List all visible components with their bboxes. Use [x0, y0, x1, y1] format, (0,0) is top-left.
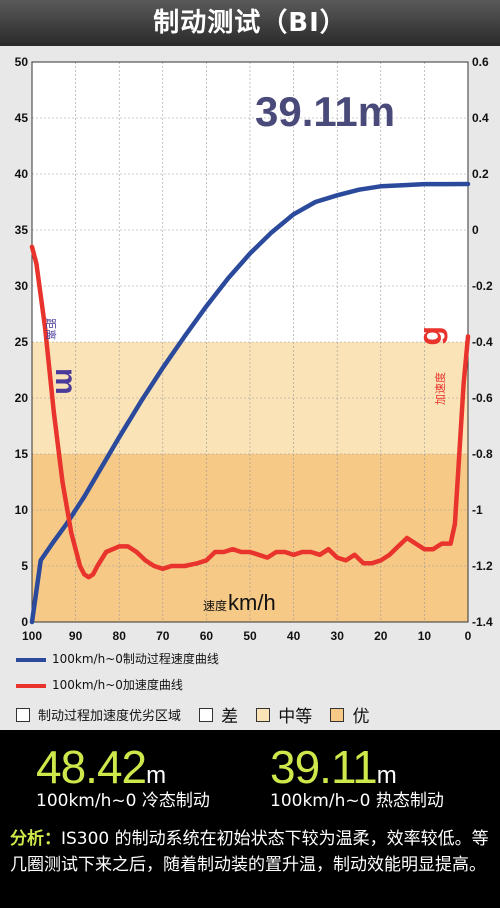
x-unit: km/h — [228, 590, 276, 615]
x-tick: 0 — [465, 629, 472, 643]
y-right-tick: 0 — [472, 223, 479, 237]
x-tick: 10 — [418, 629, 432, 643]
analysis-text: 分析：IS300 的制动系统在初始状态下较为温柔，效率较低。等几圈测试下来之后，… — [0, 822, 500, 908]
y-right-tick: -0.2 — [472, 279, 493, 293]
legend-swatch-red — [16, 683, 46, 688]
x-unit-label: 速度 — [203, 598, 227, 613]
hot-brake-value: 39.11m — [270, 741, 397, 793]
y-left-label: 距离 — [44, 318, 58, 340]
y-left-tick: 15 — [15, 447, 29, 461]
x-tick: 20 — [374, 629, 388, 643]
y-right-unit: g — [412, 326, 448, 346]
speed-distance-curve — [29, 181, 471, 625]
y-left-tick: 30 — [15, 279, 29, 293]
legend-accel-curve: 100km/h~0加速度曲线 — [16, 676, 183, 693]
y-right-tick: -0.4 — [472, 335, 493, 349]
cold-brake-value: 48.42m — [36, 741, 166, 793]
y-left-tick: 35 — [15, 223, 29, 237]
zone-bad-box — [199, 707, 214, 722]
results-section: 48.42m 100km/h~0 冷态制动 39.11m 100km/h~0 热… — [0, 730, 500, 822]
y-left-tick: 0 — [21, 615, 28, 629]
x-tick: 40 — [287, 629, 301, 643]
legend-speed-curve: 100km/h~0制动过程速度曲线 — [16, 650, 219, 667]
distance-annotation: 39.11m — [255, 88, 395, 135]
page-title: 制动测试（BI） — [0, 0, 500, 46]
y-right-tick: -1 — [472, 503, 483, 517]
y-right-tick: -0.8 — [472, 447, 493, 461]
legend-swatch-blue — [16, 657, 46, 662]
y-right-label: 加速度 — [433, 372, 447, 405]
x-tick: 100 — [22, 629, 42, 643]
x-tick: 90 — [69, 629, 83, 643]
acceleration-curve — [29, 244, 471, 580]
x-tick: 30 — [331, 629, 345, 643]
x-tick: 60 — [200, 629, 214, 643]
hot-brake-label: 100km/h~0 热态制动 — [270, 791, 444, 811]
zone-good-box — [330, 707, 345, 722]
y-left-tick: 50 — [15, 55, 29, 69]
y-right-tick: -1.4 — [472, 615, 493, 629]
y-left-tick: 5 — [21, 559, 28, 573]
zone-title-box — [16, 707, 30, 722]
zone-legend: 制动过程加速度优劣区域 差 中等 优 — [16, 702, 383, 727]
y-left-unit: m — [49, 368, 82, 395]
braking-chart: 0 5 10 15 20 25 30 35 40 45 50 -1.4 -1.2 -1 -0.8 -0.6 -… — [15, 55, 493, 643]
y-right-tick: 0.4 — [472, 111, 489, 125]
y-left-tick: 20 — [15, 391, 29, 405]
y-left-tick: 10 — [15, 503, 29, 517]
y-left-tick: 45 — [15, 111, 29, 125]
y-right-tick: 0.2 — [472, 167, 489, 181]
y-left-tick: 40 — [15, 167, 29, 181]
zone-mid-box — [256, 707, 271, 722]
y-left-tick: 25 — [15, 335, 29, 349]
cold-brake-label: 100km/h~0 冷态制动 — [36, 791, 210, 811]
x-tick: 80 — [113, 629, 127, 643]
y-right-tick: -0.6 — [472, 391, 493, 405]
y-right-tick: -1.2 — [472, 559, 493, 573]
y-right-tick: 0.6 — [472, 55, 489, 69]
x-tick: 50 — [243, 629, 257, 643]
x-tick: 70 — [156, 629, 170, 643]
